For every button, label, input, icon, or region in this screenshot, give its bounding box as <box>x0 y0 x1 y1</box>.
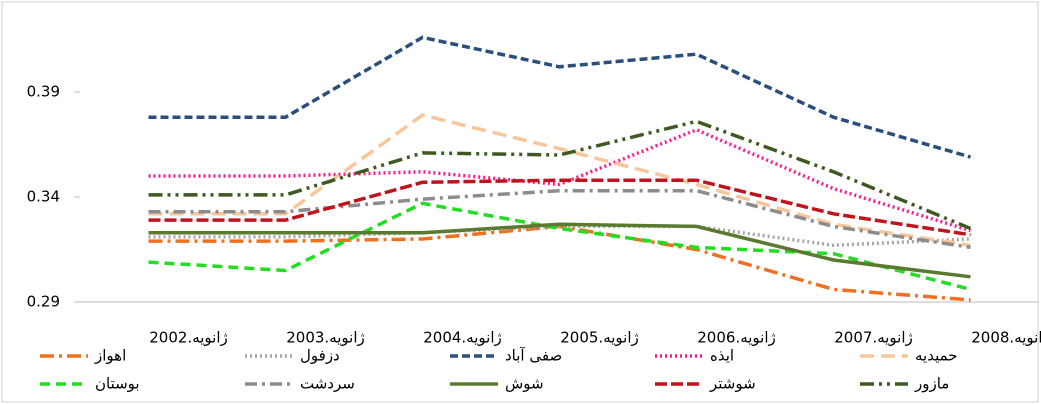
series-line <box>148 127 972 233</box>
legend-label: حمیدیه <box>915 347 958 365</box>
series-line <box>148 113 971 248</box>
series-line <box>148 178 971 237</box>
legend-label: بوستان <box>95 375 140 393</box>
legend-label: مازور <box>914 375 949 393</box>
x-tick-label: 2003.ژانویه <box>286 329 365 347</box>
x-tick-label: 2002.ژانویه <box>149 329 228 347</box>
x-tick-label: 2008.ژانویه <box>971 329 1041 347</box>
x-tick-label: 2007.ژانویه <box>834 329 913 347</box>
series-line <box>148 222 971 279</box>
x-tick-label: 2004.ژانویه <box>423 329 502 347</box>
x-tick-label: 2005.ژانویه <box>560 329 639 347</box>
legend-label: شوش <box>505 375 544 393</box>
series-line <box>148 119 972 231</box>
series-line <box>148 224 971 248</box>
series-line <box>148 188 971 250</box>
x-tick-label: 2006.ژانویه <box>697 329 776 347</box>
y-tick-label: 0.39 <box>27 83 60 101</box>
legend-label: صفی آباد <box>505 347 562 365</box>
y-tick-label: 0.34 <box>27 188 60 206</box>
y-tick-label: 0.29 <box>27 293 60 311</box>
legend-label: ایذه <box>710 347 734 365</box>
legend-label: اهواز <box>94 347 126 365</box>
legend-label: دزفول <box>300 347 340 365</box>
legend-label: شوشتر <box>709 375 756 393</box>
series-line <box>148 35 971 159</box>
series-line <box>148 201 971 292</box>
legend-label: سردشت <box>300 375 355 393</box>
